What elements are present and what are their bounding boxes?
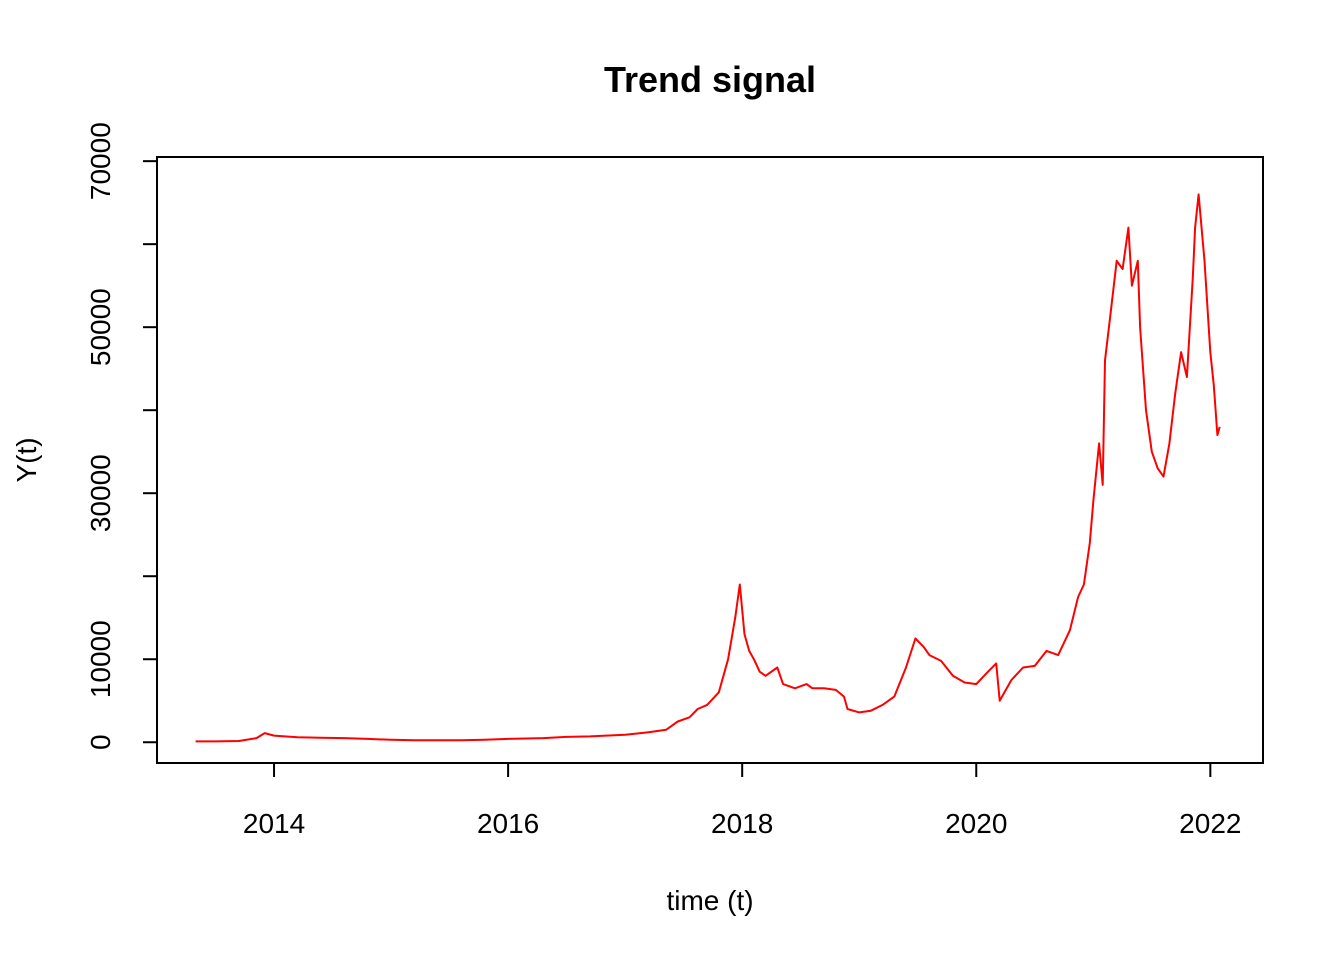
x-tick-label: 2022: [1179, 808, 1241, 839]
x-tick-label: 2020: [945, 808, 1007, 839]
y-axis-label: Y(t): [11, 437, 42, 482]
x-tick-label: 2016: [477, 808, 539, 839]
y-tick-label: 30000: [85, 454, 116, 532]
y-tick-label: 10000: [85, 620, 116, 698]
x-tick-label: 2018: [711, 808, 773, 839]
x-axis: 2014 2016 2018 2020 2022: [243, 763, 1241, 839]
x-tick-label: 2014: [243, 808, 305, 839]
y-tick-label: 70000: [85, 122, 116, 200]
series-line: [195, 193, 1221, 743]
y-tick-label: 50000: [85, 288, 116, 366]
x-axis-label: time (t): [666, 885, 753, 916]
plot-frame: [156, 156, 1264, 764]
y-axis: 0 10000 30000 50000 70000: [85, 122, 157, 750]
y-tick-label: 0: [85, 734, 116, 750]
chart-title: Trend signal: [604, 59, 816, 100]
